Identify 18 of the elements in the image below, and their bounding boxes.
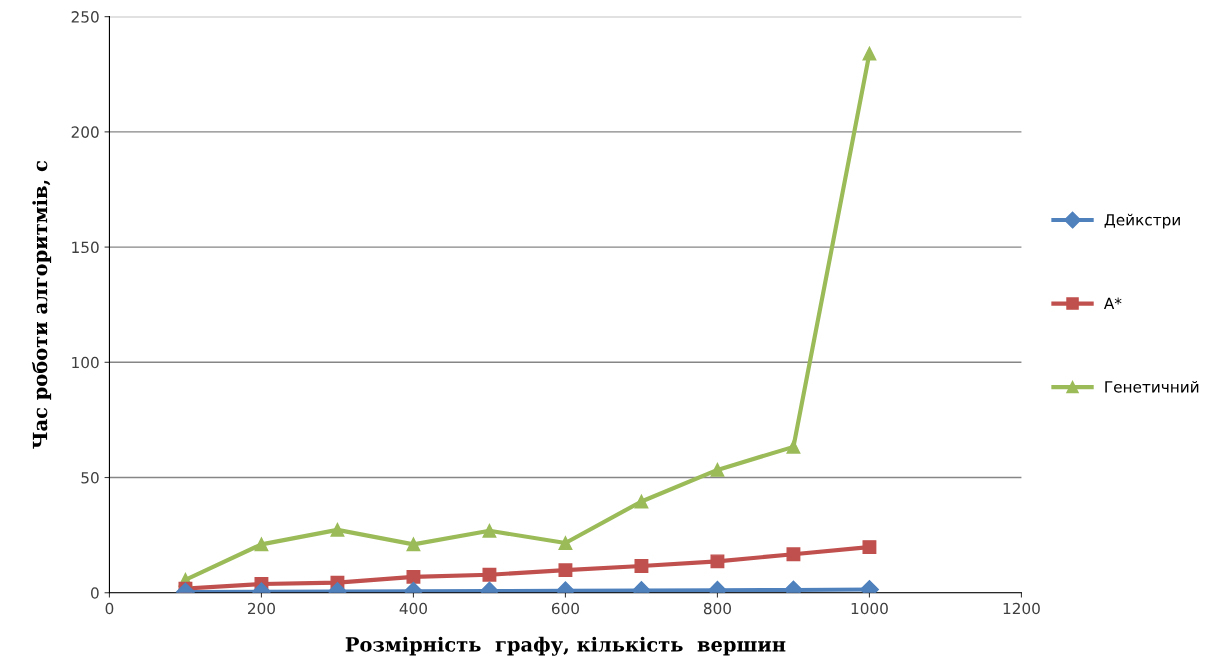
x-tick-label: 1000 — [851, 602, 888, 615]
legend-label: A* — [1103, 297, 1122, 309]
x-tick-label: 800 — [703, 602, 732, 615]
x-axis-title: Розмірність графу, кількість вершин — [345, 636, 786, 656]
legend-label: Генетичний — [1105, 380, 1199, 393]
legend-label: Дейкстри — [1104, 213, 1180, 229]
x-tick-label: 1200 — [1003, 602, 1040, 615]
y-tick-label: 200 — [71, 126, 99, 138]
x-tick-label: 400 — [399, 602, 428, 615]
y-tick-label: 250 — [71, 11, 99, 23]
y-tick-label: 150 — [72, 241, 99, 254]
x-tick-label: 600 — [551, 602, 580, 615]
y-axis-title: Час роботи алгоритмів, с — [31, 161, 52, 449]
y-tick-label: 100 — [72, 356, 99, 369]
y-tick-label: 50 — [81, 471, 99, 484]
x-tick-label: 0 — [105, 602, 114, 615]
y-tick-label: 0 — [91, 587, 99, 599]
x-tick-label: 200 — [247, 602, 276, 615]
